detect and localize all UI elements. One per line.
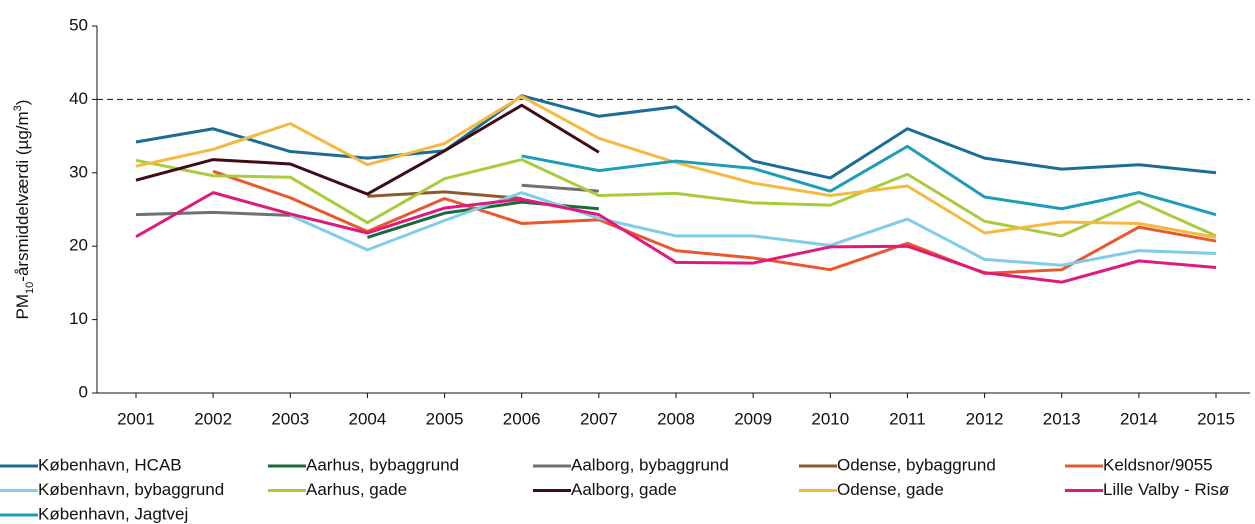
legend-label: Aalborg, gade	[571, 480, 677, 499]
x-tick-label: 2011	[889, 409, 926, 428]
legend-label: Odense, gade	[837, 480, 944, 499]
series-line	[135, 158, 1217, 238]
legend-label: Aarhus, gade	[306, 480, 407, 499]
x-tick-label: 2009	[734, 409, 772, 428]
series-line	[212, 169, 1217, 275]
x-tick-label: 2004	[349, 409, 387, 428]
series-line	[367, 190, 522, 200]
legend-label: Keldsnor/9055	[1103, 455, 1213, 474]
x-tick-label: 2001	[117, 409, 155, 428]
x-tick-label: 2010	[811, 409, 849, 428]
y-axis-title-part: 3	[12, 105, 24, 111]
y-axis-title-part: -årsmiddelværdi (µg/m	[13, 111, 32, 281]
y-tick-label: 20	[69, 236, 88, 255]
legend-label: København, HCAB	[38, 455, 182, 474]
legend-label: Odense, bybaggrund	[837, 455, 996, 474]
series-line	[135, 94, 1217, 180]
legend-label: Aalborg, bybaggrund	[571, 455, 729, 474]
x-tick-label: 2002	[194, 409, 232, 428]
legend-label: København, Jagtvej	[38, 504, 188, 523]
x-tick-label: 2003	[271, 409, 309, 428]
legend-label: København, bybaggrund	[38, 480, 224, 499]
series-line	[521, 144, 1217, 217]
y-tick-label: 40	[69, 89, 88, 108]
x-tick-label: 2005	[426, 409, 464, 428]
y-tick-label: 0	[79, 382, 88, 401]
y-axis-title-part: 10	[24, 282, 36, 294]
y-axis-title-part: PM	[13, 294, 32, 320]
y-tick-label: 30	[69, 162, 88, 181]
y-axis-title: PM10-årsmiddelværdi (µg/m3)	[12, 100, 36, 320]
y-tick-label: 10	[69, 309, 88, 328]
x-tick-label: 2013	[1043, 409, 1081, 428]
y-axis-title-part: )	[13, 100, 32, 106]
x-tick-label: 2015	[1197, 409, 1235, 428]
x-tick-label: 2008	[657, 409, 695, 428]
series-line	[135, 191, 1217, 284]
legend-label: Lille Valby - Risø	[1103, 480, 1229, 499]
legend-label: Aarhus, bybaggrund	[306, 455, 459, 474]
x-tick-label: 2007	[580, 409, 618, 428]
x-tick-label: 2012	[966, 409, 1004, 428]
x-tick-label: 2006	[503, 409, 541, 428]
series-line	[135, 103, 600, 196]
x-tick-label: 2014	[1120, 409, 1158, 428]
y-tick-label: 50	[69, 15, 88, 34]
series-line	[289, 191, 1217, 267]
